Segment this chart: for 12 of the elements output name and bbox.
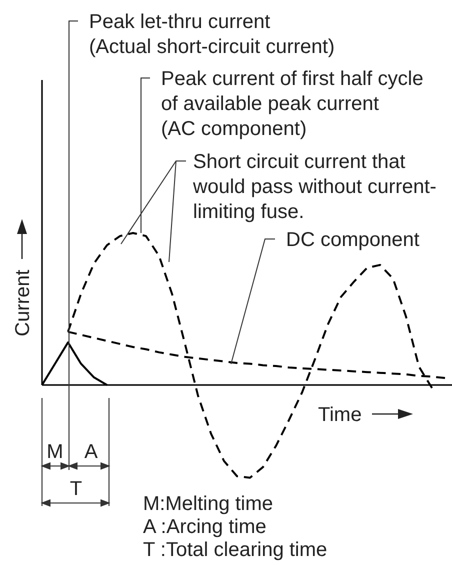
annotation: DC component: [286, 229, 420, 251]
text: M:Melting time: [143, 493, 274, 515]
text: A :Arcing time: [143, 516, 266, 538]
annotation: M: [46, 441, 64, 463]
text: Peak current of first half cycle of available peak current (AC component): [161, 68, 424, 140]
text: Peak let-thru current (Actual short-circuit current): [89, 11, 335, 58]
text: T: [70, 478, 82, 500]
text: T :Total clearing time: [143, 539, 328, 561]
x-axis-title: Time: [318, 404, 362, 426]
y-axis-title: Current: [12, 269, 34, 336]
annotation: A: [84, 441, 98, 463]
text: Short circuit current that would pass without current- limiting fuse.: [192, 151, 436, 223]
